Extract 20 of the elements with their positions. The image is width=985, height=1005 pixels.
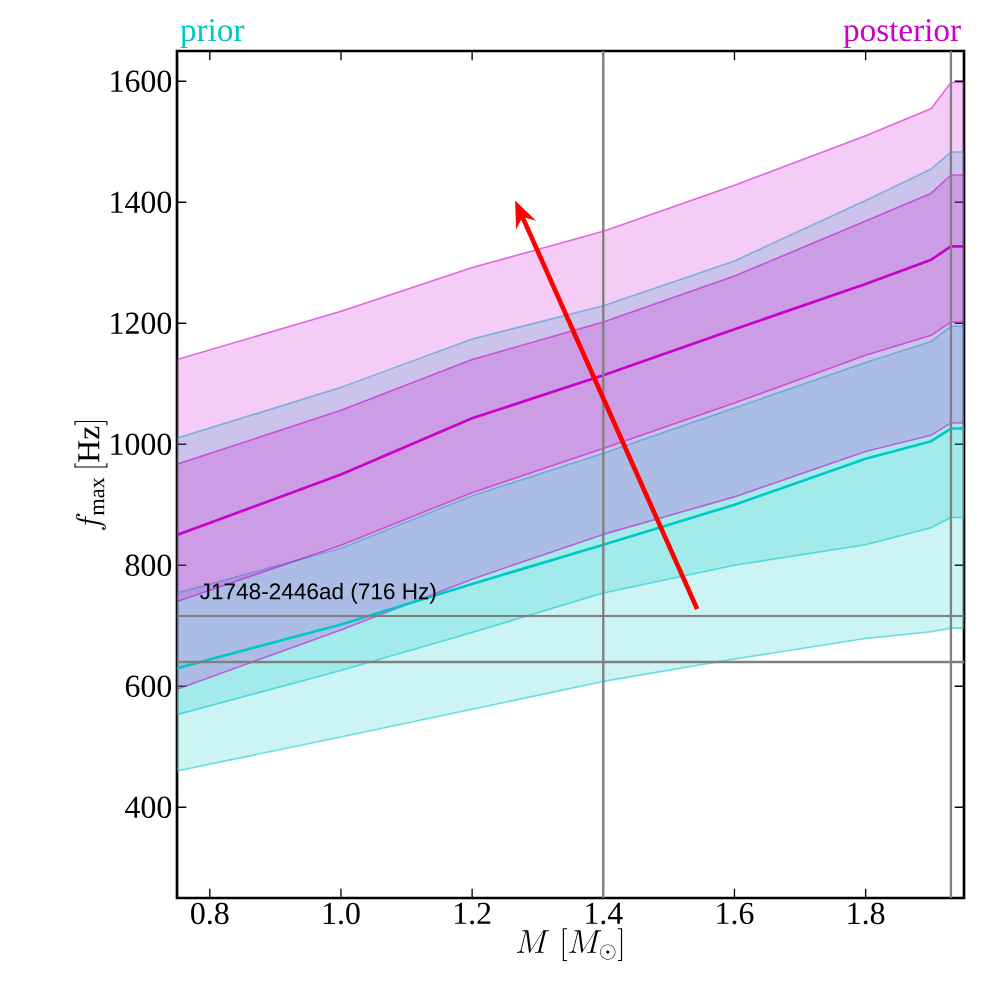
- y-tick-label: 600: [125, 675, 172, 698]
- y-tick-label: 1600: [111, 70, 172, 92]
- y-tick-label: 1400: [111, 191, 172, 213]
- x-tick-label: 0.8: [191, 902, 229, 925]
- line-series: [177, 245, 965, 537]
- x-axis-title: $M\;[M_\odot]$: [517, 928, 623, 962]
- y-tick-label: 1200: [111, 312, 172, 334]
- text: posterior: [843, 19, 961, 49]
- line-series: [177, 427, 965, 670]
- x-tick-label: 1.8: [848, 902, 885, 925]
- y-tick-label: 1000: [111, 433, 172, 455]
- y-tick-label: 400: [125, 796, 172, 819]
- x-tick-label: 1.6: [717, 902, 754, 925]
- y-axis-title: $f_{\max}\,[\mathrm{Hz}]$: [74, 420, 108, 530]
- y-tick-label: 800: [125, 554, 172, 576]
- x-tick-label: 1.2: [454, 902, 491, 925]
- text: prior: [180, 19, 245, 49]
- x-tick-label: 1.0: [323, 902, 360, 925]
- ref-line-label: J1748-2446ad (716 Hz): [200, 582, 436, 604]
- x-tick-label: 1.4: [586, 902, 623, 925]
